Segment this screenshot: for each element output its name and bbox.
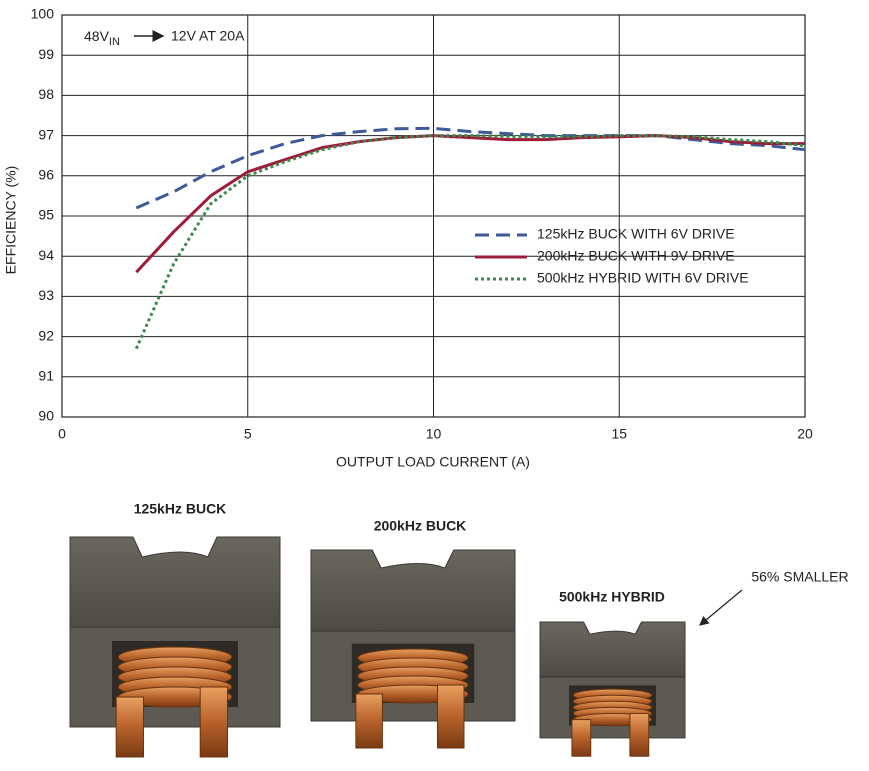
lead [571, 719, 592, 757]
x-tick-label: 15 [611, 426, 627, 442]
annotation-subscript: IN [109, 36, 120, 48]
photo-note: 56% SMALLER [751, 569, 848, 585]
y-tick-label: 95 [38, 207, 54, 223]
y-tick-label: 93 [38, 287, 54, 303]
inductor-photos [69, 536, 686, 758]
y-tick-label: 90 [38, 408, 54, 424]
x-tick-label: 0 [58, 426, 66, 442]
y-tick-label: 94 [38, 247, 54, 263]
y-tick-label: 98 [38, 86, 54, 102]
x-axis-label: OUTPUT LOAD CURRENT (A) [336, 454, 530, 470]
annotation-suffix: 12V AT 20A [171, 28, 245, 44]
photo-label: 200kHz BUCK [374, 518, 467, 534]
y-axis-label: EFFICIENCY (%) [3, 166, 19, 275]
x-tick-label: 20 [797, 426, 813, 442]
lead [115, 696, 144, 758]
inductor-core [310, 549, 516, 632]
photo-label: 500kHz HYBRID [559, 589, 665, 605]
y-tick-label: 92 [38, 327, 54, 343]
series-line [135, 126, 806, 210]
lead [199, 686, 228, 758]
inductor-core [539, 621, 686, 678]
legend-label: 200kHz BUCK WITH 9V DRIVE [537, 248, 735, 264]
y-tick-label: 99 [38, 46, 54, 62]
photo-label: 125kHz BUCK [134, 501, 227, 517]
series-line [134, 134, 806, 350]
legend-label: 500kHz HYBRID WITH 6V DRIVE [537, 270, 749, 286]
y-tick-label: 91 [38, 368, 54, 384]
lead [629, 713, 650, 757]
inductor-core [69, 536, 281, 628]
lead [355, 693, 383, 749]
y-tick-label: 97 [38, 126, 54, 142]
lead [436, 684, 465, 749]
x-tick-label: 5 [244, 426, 252, 442]
legend-label: 125kHz BUCK WITH 6V DRIVE [537, 226, 735, 242]
y-tick-label: 100 [31, 6, 55, 22]
note-arrow [699, 589, 743, 626]
annotation-prefix: 48V [84, 28, 110, 44]
annotation: 48VIN [84, 28, 120, 48]
x-tick-label: 10 [426, 426, 442, 442]
y-tick-label: 96 [38, 167, 54, 183]
